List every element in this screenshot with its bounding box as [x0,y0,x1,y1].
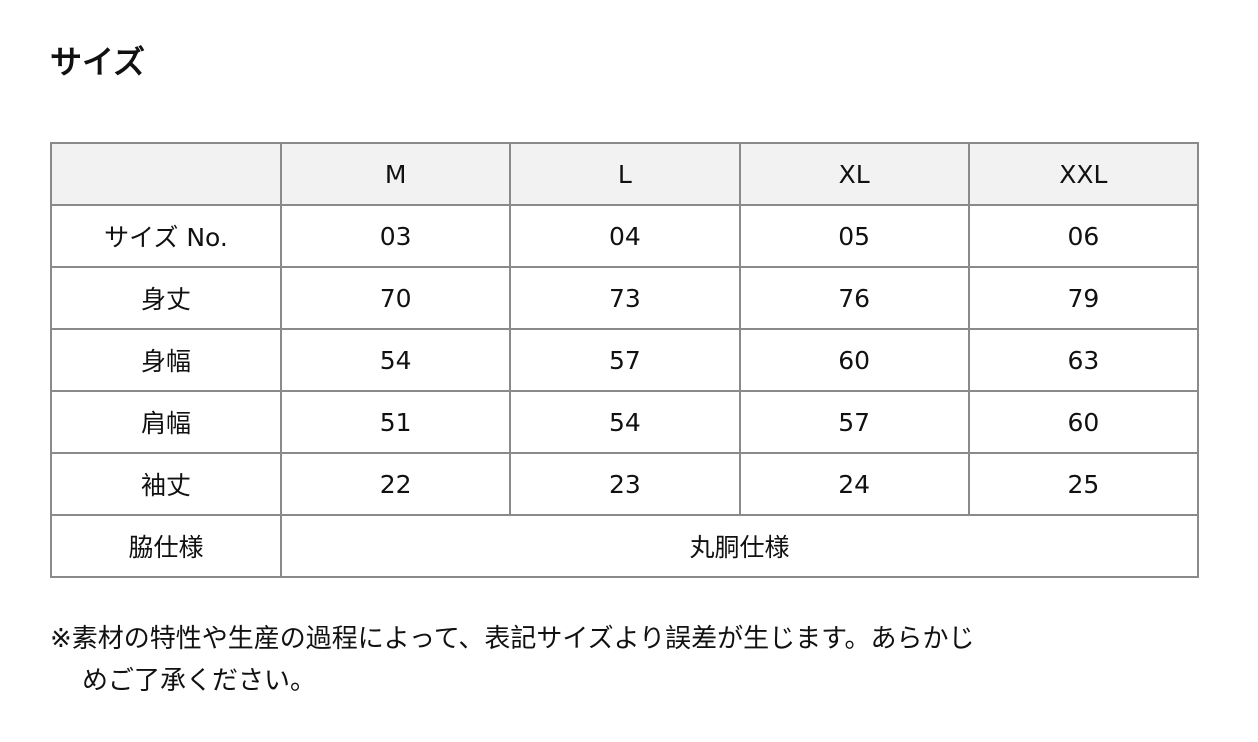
table-cell: 24 [738,452,970,516]
table-cell: 06 [967,204,1200,268]
row-label: 肩幅 [50,390,282,454]
table-cell: 51 [279,390,512,454]
table-cell: 57 [509,328,741,392]
table-cell: 63 [967,328,1200,392]
size-table: M L XL XXL サイズ No. 03 04 05 06 身丈 70 73 … [50,142,1200,578]
table-cell: 79 [967,266,1200,330]
row-label: 身丈 [50,266,282,330]
row-label: 袖丈 [50,452,282,516]
table-cell: 54 [509,390,741,454]
table-cell: 70 [279,266,512,330]
row-label: 脇仕様 [50,514,282,578]
table-cell: 54 [279,328,512,392]
table-cell: 60 [967,390,1200,454]
header-cell: XXL [967,142,1200,206]
table-row: サイズ No. 03 04 05 06 [50,204,1200,268]
table-cell: 57 [738,390,970,454]
header-cell [50,142,282,206]
table-cell: 05 [738,204,970,268]
table-cell: 60 [738,328,970,392]
table-cell: 25 [967,452,1200,516]
page-title: サイズ [50,43,146,81]
table-row: 脇仕様 丸胴仕様 [50,514,1199,578]
table-header-row: M L XL XXL [50,142,1200,206]
note-line-2: めご了承ください。 [82,666,317,696]
row-label: 身幅 [50,328,282,392]
row-label: サイズ No. [50,204,282,268]
table-cell: 22 [279,452,512,516]
note-line-1: ※素材の特性や生産の過程によって、表記サイズより誤差が生じます。あらかじ [50,624,975,654]
header-cell: L [509,142,741,206]
table-cell: 04 [509,204,741,268]
table-row: 肩幅 51 54 57 60 [50,390,1200,454]
disclaimer-note: ※素材の特性や生産の過程によって、表記サイズより誤差が生じます。あらかじ めご了… [50,618,1210,702]
table-cell-merged: 丸胴仕様 [280,514,1199,578]
header-cell: XL [738,142,970,206]
table-cell: 73 [509,266,741,330]
table-row: 身幅 54 57 60 63 [50,328,1200,392]
table-row: 袖丈 22 23 24 25 [50,452,1200,516]
table-cell: 03 [279,204,512,268]
table-cell: 23 [509,452,741,516]
header-cell: M [279,142,512,206]
table-cell: 76 [738,266,970,330]
table-row: 身丈 70 73 76 79 [50,266,1200,330]
